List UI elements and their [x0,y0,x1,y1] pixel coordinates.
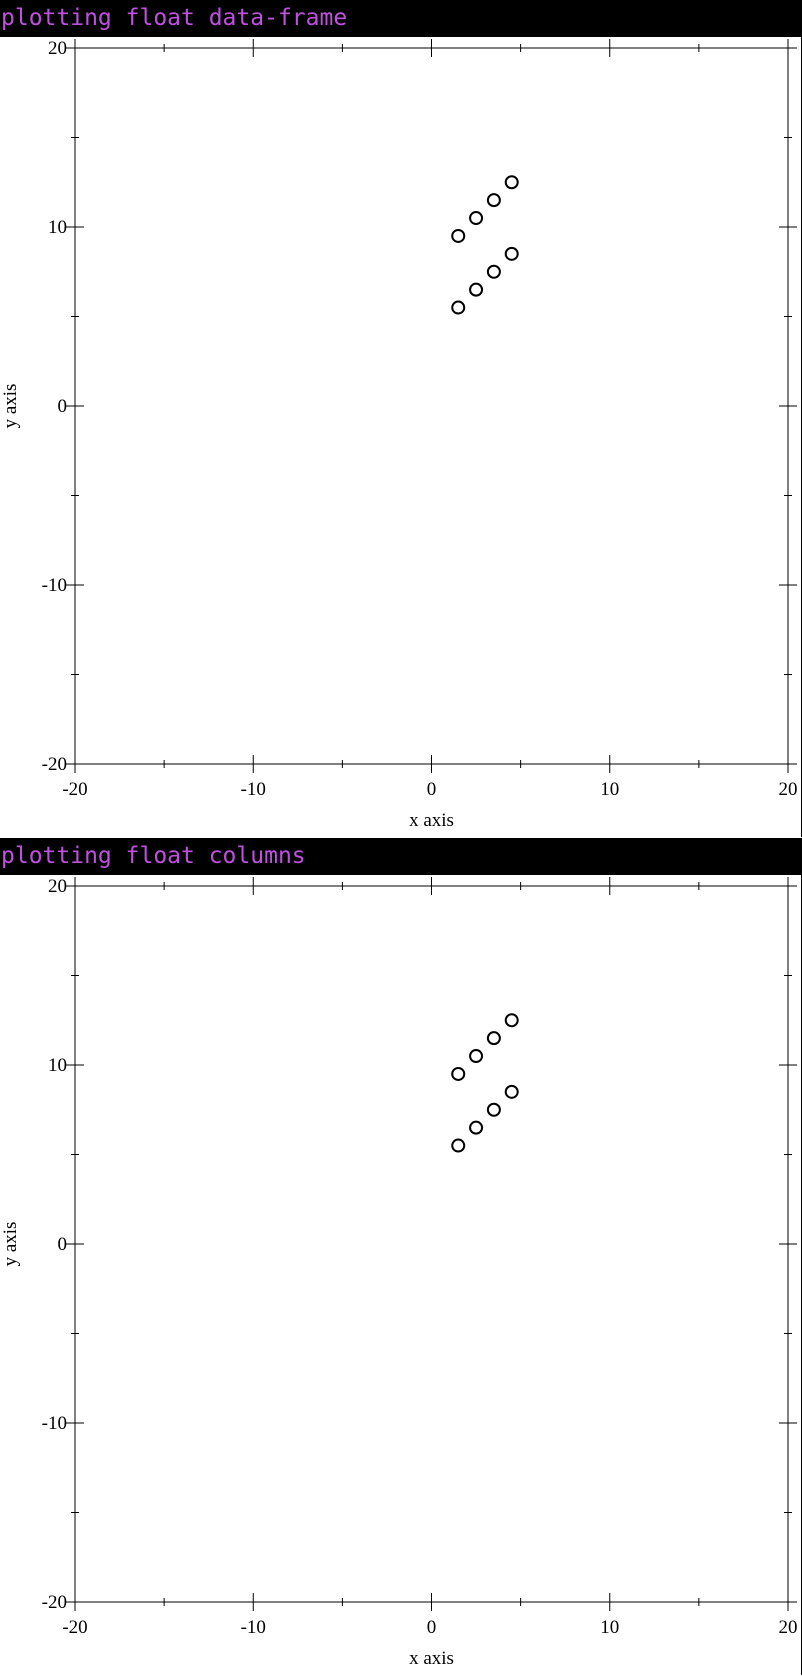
data-point [451,1066,466,1081]
data-point [486,264,501,279]
y-tick-label: -20 [42,1592,67,1613]
data-point [469,1120,484,1135]
x-tick-label: -10 [241,779,266,800]
axis-ticks [66,877,797,1611]
x-tick-label: 10 [600,779,619,800]
y-tick-label: 0 [58,396,68,417]
chart-panel-2: plotting float columns -20 -10 0 10 20 -20 -10… [0,838,802,1676]
y-tick-label: 0 [58,1234,68,1255]
y-tick-label: 10 [48,217,67,238]
chart-panel-1: plotting float data-frame -20 -10 0 10 20 -20… [0,0,802,837]
x-axis-label: x axis [409,810,454,831]
data-point [451,228,466,243]
data-point [486,1031,501,1046]
chart-title: plotting float columns [1,843,306,869]
x-axis-label: x axis [409,1648,454,1669]
y-tick-label: -20 [42,754,67,775]
chart-title: plotting float data-frame [1,5,348,31]
x-tick-label: -20 [62,779,87,800]
scatter-plot: -20 -10 0 10 20 -20 -10 0 10 20 x axis y axis [0,38,798,831]
y-tick-label: 20 [48,876,67,897]
y-axis-label: y axis [0,384,21,429]
plot-area: -20 -10 0 10 20 -20 -10 0 10 20 x axis y axis [0,875,802,1675]
data-point [451,300,466,315]
y-tick-label: -10 [42,575,67,596]
plot-frame [74,885,789,1603]
data-point [486,193,501,208]
x-tick-label: -20 [62,1617,87,1638]
x-tick-label: 0 [427,779,437,800]
data-point [504,175,519,190]
data-point [469,1049,484,1064]
data-point [451,1138,466,1153]
x-tick-label: 10 [600,1617,619,1638]
chart-title-bar: plotting float columns [0,838,802,875]
y-tick-label: -10 [42,1413,67,1434]
x-tick-label: 0 [427,1617,437,1638]
data-point [504,1084,519,1099]
data-point [469,211,484,226]
y-tick-label: 10 [48,1055,67,1076]
x-tick-label: 20 [779,779,798,800]
scatter-plot: -20 -10 0 10 20 -20 -10 0 10 20 x axis y axis [0,876,798,1669]
data-point [486,1102,501,1117]
x-tick-label: -10 [241,1617,266,1638]
y-tick-label: 20 [48,38,67,59]
data-point [469,282,484,297]
axis-ticks [66,39,797,773]
y-axis-label: y axis [0,1222,21,1267]
plot-area: -20 -10 0 10 20 -20 -10 0 10 20 x axis y axis [0,37,802,837]
data-point [504,246,519,261]
chart-title-bar: plotting float data-frame [0,0,802,37]
x-tick-label: 20 [779,1617,798,1638]
plot-frame [74,47,789,765]
data-point [504,1013,519,1028]
